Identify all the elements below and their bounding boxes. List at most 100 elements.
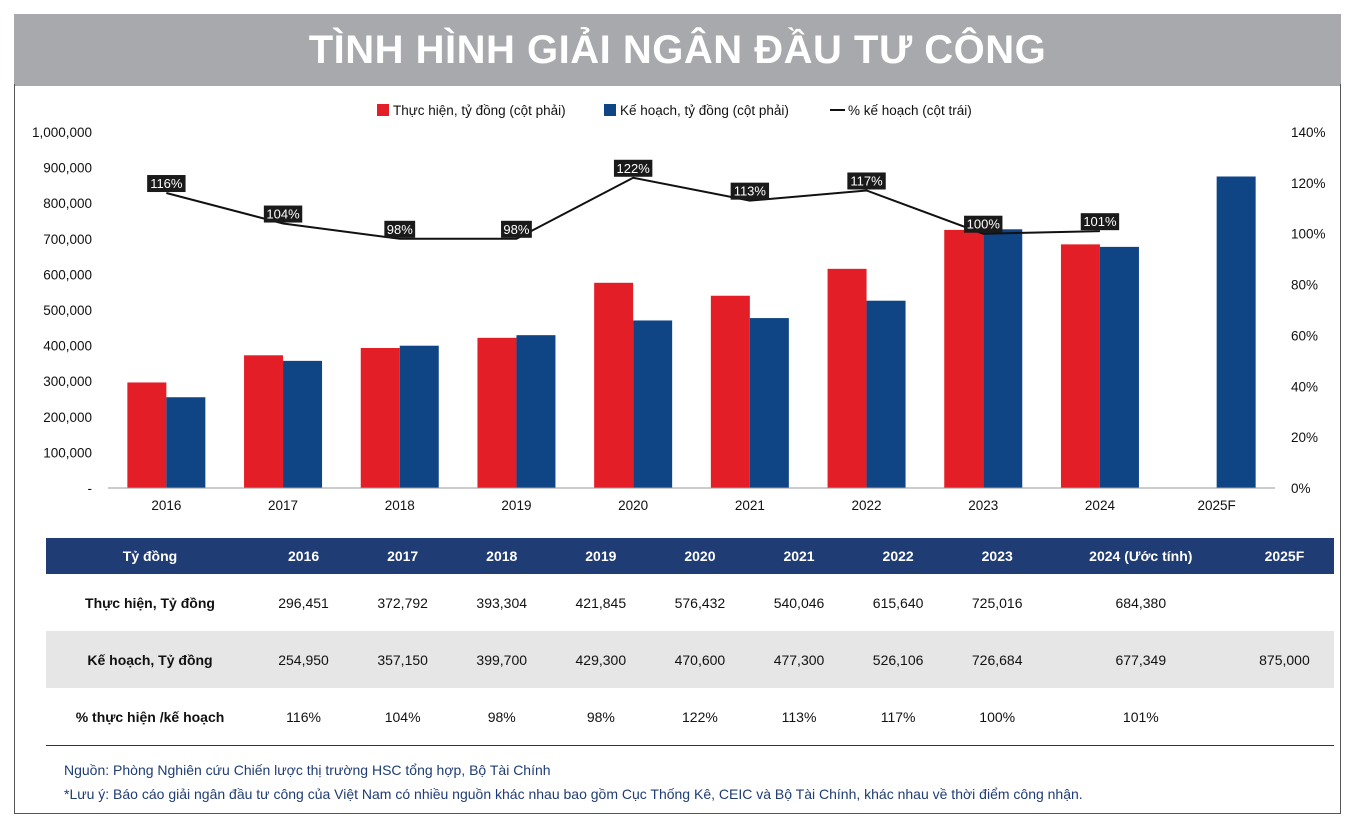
pct-line-group: 116% 104% 98% 98% 122% 113% 117% 100% 101% (147, 159, 1120, 240)
left-tick-label: 600,000 (43, 267, 92, 282)
x-tick-label: 2018 (385, 498, 415, 513)
left-tick-label: 200,000 (43, 410, 92, 425)
table-cell: 98% (452, 688, 552, 746)
left-axis: - 100,000 200,000 300,000 400,000 500,000 600,… (32, 125, 92, 496)
pct-label: 100% (967, 217, 1001, 232)
table-cell: 726,684 (947, 631, 1047, 688)
bar-plan (166, 397, 206, 488)
table-row-pct: % thực hiện /kế hoạch 116% 104% 98% 98% … (46, 688, 1334, 746)
table-cell: 101% (1046, 688, 1235, 746)
bar-plan (983, 229, 1023, 489)
left-tick-label: 100,000 (43, 445, 92, 460)
table-cell (1235, 574, 1334, 631)
table-cell: 470,600 (650, 631, 750, 688)
table-cell: 421,845 (575, 594, 627, 611)
pct-label: 98% (387, 222, 413, 237)
bar-plan (399, 345, 439, 488)
table-col-header: 2023 (947, 538, 1047, 574)
pct-label: 117% (850, 173, 883, 188)
pct-label-box (730, 182, 770, 200)
bar-actual (710, 295, 750, 488)
left-tick-label: 700,000 (43, 232, 92, 247)
left-tick-label: 300,000 (43, 374, 92, 389)
pct-label: 116% (150, 176, 183, 191)
table-header-label: Tỷ đồng (46, 538, 254, 574)
x-tick-label: 2022 (852, 498, 882, 513)
pct-label: 104% (266, 207, 300, 222)
bar-plan (1216, 176, 1256, 488)
table-cell: 526,106 (848, 631, 948, 688)
chart-legend: Thực hiện, tỷ đồng (cột phải) Kế hoạch, … (377, 103, 972, 118)
table-cell: 372,792 (377, 594, 428, 611)
table-cell: 684,380 (1115, 594, 1167, 611)
content-frame (14, 84, 1341, 814)
table-cell: 100% (947, 688, 1047, 746)
table-cell: 725,016 (971, 594, 1023, 611)
x-tick-label: 2021 (735, 498, 765, 513)
table-cell: 875,000 (1234, 631, 1334, 688)
table-cell: 117% (848, 688, 948, 746)
right-tick-label: 40% (1291, 379, 1318, 394)
table-cell: 98% (551, 688, 651, 746)
x-tick-label: 2024 (1085, 498, 1116, 513)
pct-label: 122% (617, 161, 651, 176)
notes: Nguồn: Phòng Nghiên cứu Chiến lược thị t… (64, 758, 1083, 806)
legend-swatch-actual (377, 104, 389, 116)
table-cell: 113% (749, 688, 849, 746)
bar-actual (127, 382, 167, 488)
bars (127, 176, 1256, 489)
table-header-row: Tỷ đồng 2016 2017 2018 2019 2020 2021 20… (46, 538, 1334, 574)
table-col-header: 2019 (551, 538, 651, 574)
page-title: TÌNH HÌNH GIẢI NGÂN ĐẦU TƯ CÔNG (308, 27, 1047, 72)
table-col-header: 2024 (Ước tính) (1046, 538, 1235, 574)
pct-label-box (263, 205, 303, 223)
table-cell: 429,300 (551, 631, 651, 688)
pct-label: 101% (1083, 214, 1117, 229)
bar-actual (360, 347, 400, 488)
table-cell: 254,950 (254, 631, 354, 688)
table-col-header: 2022 (848, 538, 948, 574)
data-table: Tỷ đồng 2016 2017 2018 2019 2020 2021 20… (46, 538, 1334, 746)
legend-label-pct: % kế hoạch (cột trái) (848, 103, 972, 118)
right-tick-label: 120% (1291, 176, 1326, 191)
table-col-header: 2017 (353, 538, 453, 574)
right-tick-label: 20% (1291, 430, 1318, 445)
right-tick-label: 100% (1291, 227, 1326, 242)
x-axis-labels: 2016 2017 2018 2019 2020 2021 2022 2023 2024 2025… (151, 498, 1235, 513)
pct-label: 98% (503, 222, 529, 237)
left-tick-label: - (88, 481, 93, 496)
x-tick-label: 2025F (1198, 498, 1236, 513)
bar-plan (749, 318, 789, 488)
right-tick-label: 60% (1291, 328, 1318, 343)
bar-actual (1060, 244, 1100, 488)
table-cell: 116% (254, 688, 354, 746)
pct-label-box (501, 220, 532, 238)
bar-actual (944, 229, 984, 489)
legend-swatch-plan (604, 104, 616, 116)
table-cell: 677,349 (1046, 631, 1235, 688)
table-cell: 540,046 (773, 594, 825, 611)
chart: Thực hiện, tỷ đồng (cột phải) Kế hoạch, … (32, 103, 1326, 513)
table-cell: 615,640 (872, 594, 924, 611)
pct-label-box (384, 220, 416, 238)
title-banner: TÌNH HÌNH GIẢI NGÂN ĐẦU TƯ CÔNG (14, 14, 1341, 86)
table-row-label: % thực hiện /kế hoạch (46, 688, 254, 746)
pct-line (166, 176, 1100, 240)
table-cell: 399,700 (452, 631, 552, 688)
right-axis: 0% 20% 40% 60% 80% 100% 120% 140% (1291, 125, 1326, 496)
bar-actual (594, 282, 634, 488)
left-tick-label: 500,000 (43, 303, 92, 318)
bar-plan (633, 320, 673, 488)
bar-plan (1099, 246, 1139, 488)
pct-label-box (1080, 213, 1120, 231)
x-tick-label: 2016 (151, 498, 181, 513)
x-tick-label: 2019 (501, 498, 531, 513)
table-col-header: 2021 (749, 538, 849, 574)
table-cell (1234, 688, 1334, 746)
bar-actual (827, 268, 867, 488)
table-row-plan: Kế hoạch, Tỷ đồng 254,950 357,150 399,70… (46, 631, 1334, 688)
table-cell: 357,150 (353, 631, 453, 688)
legend-label-plan: Kế hoạch, tỷ đồng (cột phải) (620, 103, 789, 118)
x-tick-label: 2020 (618, 498, 648, 513)
table-cell: 122% (650, 688, 750, 746)
